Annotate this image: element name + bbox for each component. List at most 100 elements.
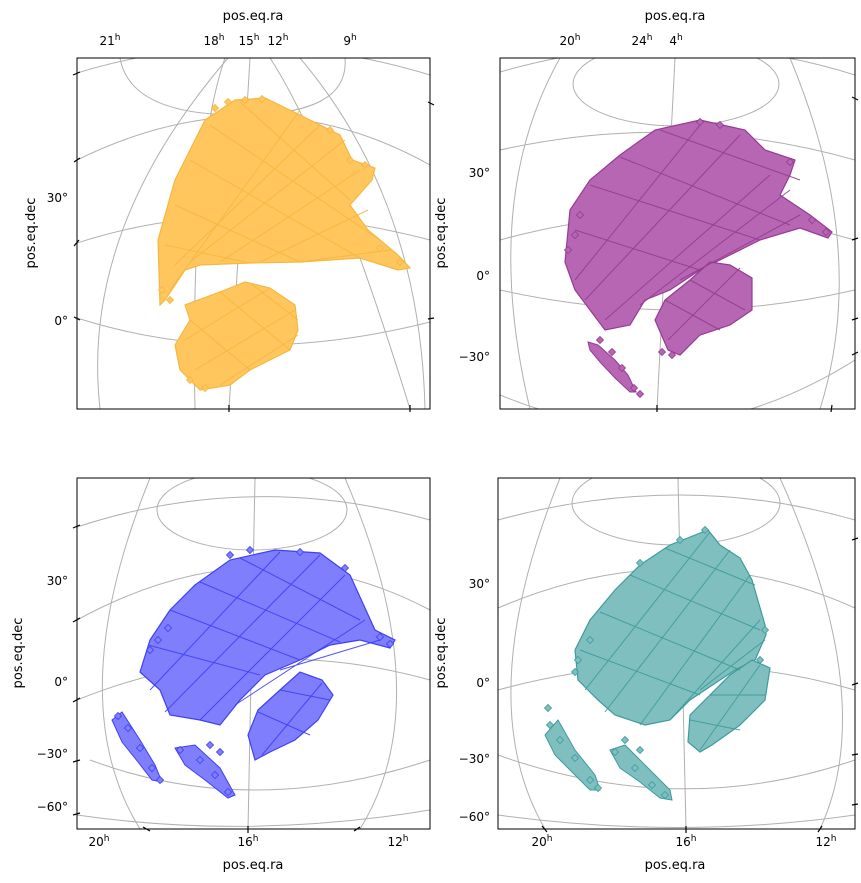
scatter-tile	[675, 535, 685, 545]
scatter-tile	[155, 775, 165, 785]
p2-ytick-0: 30°	[469, 166, 490, 180]
scatter-tile	[573, 655, 583, 665]
scatter-tile	[123, 723, 133, 733]
p2-xlabel: pos.eq.ra	[645, 9, 706, 24]
scatter-tile	[760, 625, 770, 635]
scatter-tile	[635, 745, 645, 755]
scatter-tile	[185, 375, 195, 385]
p4-strip-2	[609, 744, 673, 801]
scatter-tile	[147, 763, 157, 773]
panel-bottom-right-footprint	[544, 529, 771, 801]
scatter-tile	[325, 125, 335, 135]
scatter-tile	[395, 257, 405, 267]
p3-ytick-3: −60°	[37, 800, 68, 814]
scatter-tile	[225, 550, 235, 560]
scatter-tile	[715, 120, 725, 130]
scatter-tile	[570, 667, 580, 677]
p4-ylabel: pos.eq.dec	[434, 618, 449, 689]
scatter-tile	[629, 383, 639, 393]
scatter-tile	[375, 243, 385, 253]
panel-top-left-frame	[76, 57, 431, 410]
panel-bottom-left: 20h 16h 12h 30° 0° −30° −60° pos.eq.ra p…	[11, 477, 431, 873]
scatter-tile	[570, 753, 580, 763]
scatter-tile	[575, 210, 585, 220]
scatter-tile	[657, 347, 667, 357]
scatter-tile	[375, 632, 385, 642]
scatter-tile	[595, 335, 605, 345]
scatter-tile	[175, 745, 185, 755]
scatter-tile	[543, 703, 553, 713]
p2-region-strip	[587, 341, 637, 393]
scatter-tile	[223, 787, 233, 797]
scatter-tile	[153, 635, 163, 645]
p2-region-south	[654, 261, 753, 356]
p4-ytick-2: −30°	[459, 752, 490, 766]
p3-xtick-0: 20h	[89, 834, 110, 849]
scatter-tile	[163, 623, 173, 633]
p3-region-south	[247, 671, 334, 761]
scatter-tile	[660, 790, 670, 800]
p4-ytick-0: 30°	[469, 577, 490, 591]
p1-xlabel: pos.eq.ra	[223, 9, 284, 24]
p4-ytick-1: 0°	[476, 676, 490, 690]
scatter-tile	[755, 655, 765, 665]
scatter-tile	[585, 775, 595, 785]
scatter-tile	[610, 747, 620, 757]
p4-region-south	[687, 659, 771, 753]
panel-bottom-left-frame	[76, 477, 431, 830]
scatter-tile	[620, 735, 630, 745]
scatter-tile	[700, 525, 710, 535]
p4-xlabel: pos.eq.ra	[645, 858, 706, 873]
p3-xtick-1: 16h	[238, 834, 259, 849]
panel-top-right: 20h 24h 4h 30° 0° −30° pos.eq.ra pos.eq.…	[434, 9, 859, 413]
panel-top-left: 21h 18h 15h 12h 9h 30° 0° pos.eq.ra pos.…	[24, 9, 435, 412]
scatter-tile	[195, 755, 205, 765]
scatter-tile	[593, 783, 603, 793]
scatter-tile	[630, 763, 640, 773]
scatter-tile	[555, 735, 565, 745]
scatter-tile	[157, 285, 167, 295]
scatter-tile	[223, 97, 233, 107]
p2-ytick-2: −30°	[459, 350, 490, 364]
p2-ytick-1: 0°	[476, 269, 490, 283]
p1-xtick-4: 9h	[343, 33, 356, 48]
p1-xtick-2: 15h	[239, 33, 260, 48]
scatter-tile	[210, 770, 220, 780]
p3-xtick-2: 12h	[388, 834, 409, 849]
scatter-tile	[200, 383, 210, 393]
p3-ylabel: pos.eq.dec	[11, 618, 26, 689]
p1-xtick-0: 21h	[100, 33, 121, 48]
panel-top-right-ticks	[656, 96, 859, 413]
p2-xtick-1: 24h	[632, 33, 653, 48]
p3-xlabel: pos.eq.ra	[223, 858, 284, 873]
p3-strip-2	[174, 744, 236, 799]
scatter-tile	[821, 227, 831, 237]
scatter-tile	[145, 645, 155, 655]
p3-ytick-1: 0°	[54, 675, 68, 689]
scatter-tile	[385, 639, 395, 649]
panel-top-right-footprint	[564, 119, 833, 393]
p3-ytick-0: 30°	[47, 574, 68, 588]
scatter-tile	[667, 350, 677, 360]
scatter-tile	[340, 563, 350, 573]
panel-bottom-right-frame	[497, 477, 856, 830]
p4-ytick-3: −60°	[459, 810, 490, 824]
p1-ytick-0: 30°	[47, 191, 68, 205]
scatter-tile	[617, 363, 627, 373]
p2-xtick-0: 20h	[560, 33, 581, 48]
panel-bottom-left-footprint	[111, 549, 396, 799]
p3-ytick-2: −30°	[37, 747, 68, 761]
panel-bottom-right: 20h 16h 12h 30° 0° −30° −60° pos.eq.ra p…	[434, 477, 859, 873]
scatter-tile	[807, 215, 817, 225]
scatter-tile	[295, 547, 305, 557]
scatter-tile	[215, 747, 225, 757]
p4-xtick-1: 16h	[676, 834, 697, 849]
scatter-tile	[205, 740, 215, 750]
p1-ytick-1: 0°	[54, 314, 68, 328]
scatter-tile	[563, 245, 573, 255]
p2-ylabel: pos.eq.dec	[434, 198, 449, 269]
scatter-tile	[607, 347, 617, 357]
scatter-tile	[570, 230, 580, 240]
p1-xtick-1: 18h	[204, 33, 225, 48]
